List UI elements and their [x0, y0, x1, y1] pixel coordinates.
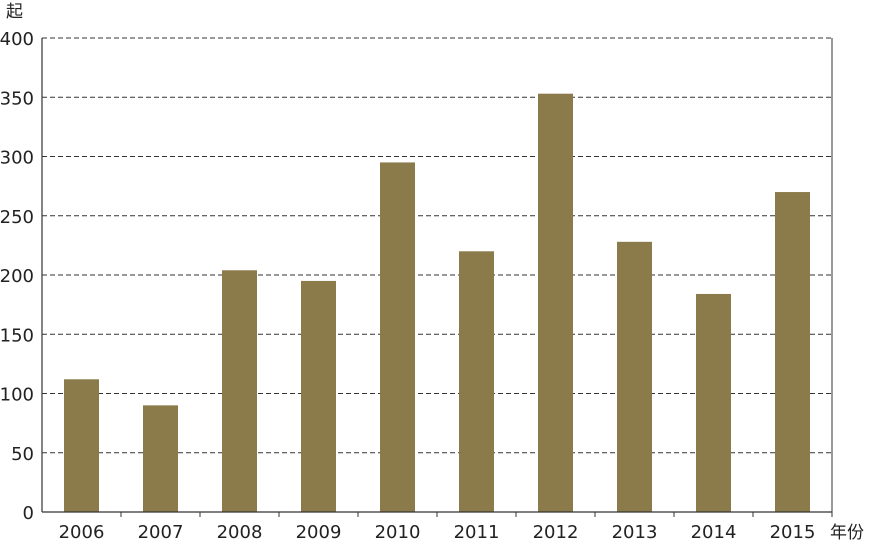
y-tick-label: 100	[0, 385, 34, 406]
x-tick-label: 2007	[138, 522, 184, 543]
y-tick-label: 300	[0, 148, 34, 169]
bars	[64, 93, 810, 513]
y-tick-label: 250	[0, 207, 34, 228]
x-tick-labels: 2006 2007 2008 2009 2010 2011 2012 2013 2014 2015	[59, 522, 816, 543]
y-tick-label: 350	[0, 88, 34, 109]
bar-2012	[538, 93, 573, 512]
bar-2013	[617, 241, 652, 512]
x-axis-label: 年份	[830, 523, 864, 543]
y-tick-label: 200	[0, 266, 34, 287]
y-tick-label: 400	[0, 29, 34, 50]
x-tick-label: 2008	[217, 522, 263, 543]
y-tick-labels: 0 50 100 150 200 250 300 350 400	[0, 29, 34, 524]
x-tick-label: 2010	[375, 522, 421, 543]
x-tick-label: 2013	[612, 522, 658, 543]
y-tick-label: 150	[0, 325, 34, 346]
bar-2010	[380, 162, 415, 513]
x-tick-label: 2009	[296, 522, 342, 543]
x-tick-label: 2014	[691, 522, 737, 543]
y-tick-label: 50	[11, 444, 34, 465]
bar-2009	[301, 280, 336, 512]
x-tick-label: 2006	[59, 522, 105, 543]
bar-2006	[64, 379, 99, 512]
x-tick-label: 2015	[770, 522, 816, 543]
y-axis-label: 起	[6, 2, 23, 22]
x-tick-label: 2011	[454, 522, 500, 543]
bar-2007	[143, 405, 178, 512]
y-tick-label: 0	[23, 503, 34, 524]
bar-2015	[775, 192, 810, 513]
x-tick-label: 2012	[533, 522, 579, 543]
bar-2014	[696, 293, 731, 512]
bar-2011	[459, 251, 494, 513]
gridlines	[42, 37, 832, 454]
axes	[41, 38, 833, 517]
bar-2008	[222, 270, 257, 512]
